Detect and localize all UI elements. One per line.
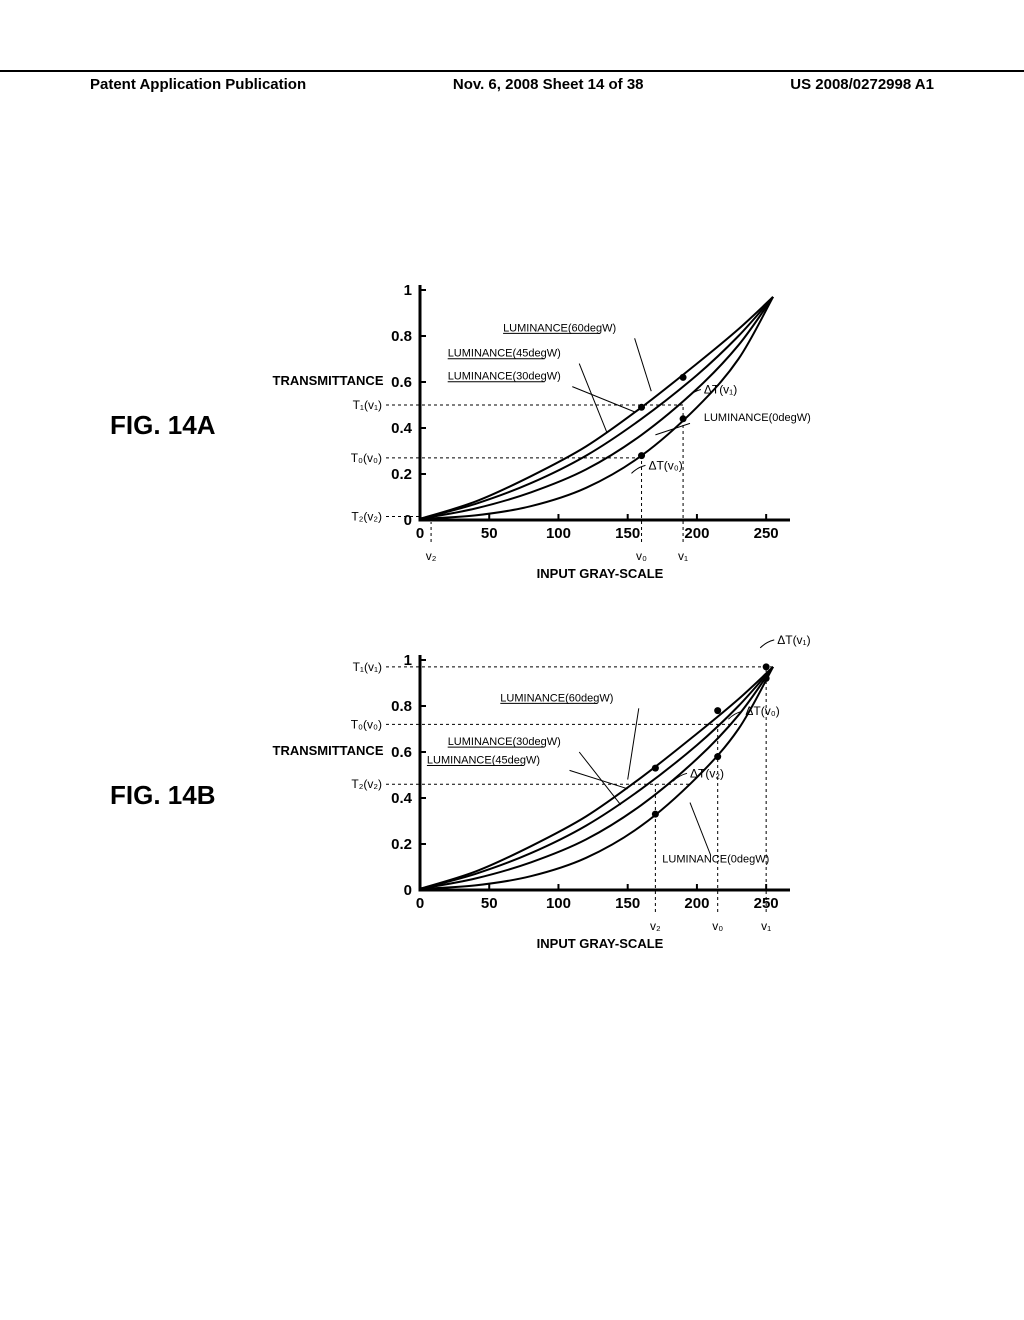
svg-text:0.8: 0.8: [391, 698, 412, 715]
svg-text:v₂: v₂: [650, 919, 661, 933]
svg-text:LUMINANCE(0degW): LUMINANCE(0degW): [704, 412, 811, 424]
svg-text:LUMINANCE(0degW): LUMINANCE(0degW): [662, 853, 769, 865]
svg-text:100: 100: [546, 525, 571, 542]
header-right: US 2008/0272998 A1: [790, 76, 934, 93]
svg-text:ΔT(v₂): ΔT(v₂): [690, 766, 724, 780]
header-left: Patent Application Publication: [90, 76, 306, 93]
svg-text:200: 200: [684, 525, 709, 542]
svg-text:LUMINANCE(60degW): LUMINANCE(60degW): [500, 692, 613, 704]
svg-text:200: 200: [684, 895, 709, 912]
svg-text:T₁(v₁): T₁(v₁): [353, 398, 382, 412]
chart-b: 05010015020025000.20.40.60.81TRANSMITTAN…: [280, 640, 860, 940]
chart-a: 05010015020025000.20.40.60.81TRANSMITTAN…: [280, 270, 860, 570]
svg-text:0.6: 0.6: [391, 374, 412, 391]
svg-text:T₁(v₁): T₁(v₁): [353, 660, 382, 674]
fig-b-label: FIG. 14B: [110, 780, 215, 811]
page-header: Patent Application Publication Nov. 6, 2…: [0, 70, 1024, 93]
svg-text:LUMINANCE(45degW): LUMINANCE(45degW): [427, 755, 540, 767]
svg-text:100: 100: [546, 895, 571, 912]
svg-text:0.4: 0.4: [391, 790, 413, 807]
svg-text:T₀(v₀): T₀(v₀): [351, 451, 382, 465]
svg-text:0: 0: [416, 525, 424, 542]
svg-text:ΔT(v₁): ΔT(v₁): [704, 383, 737, 397]
svg-text:TRANSMITTANCE: TRANSMITTANCE: [273, 373, 384, 388]
svg-text:v₁: v₁: [678, 549, 688, 563]
svg-text:v₁: v₁: [761, 919, 771, 933]
fig-a-label: FIG. 14A: [110, 410, 215, 441]
svg-text:50: 50: [481, 525, 498, 542]
chart-a-svg: 05010015020025000.20.40.60.81TRANSMITTAN…: [280, 270, 860, 600]
svg-text:0.8: 0.8: [391, 328, 412, 345]
svg-text:0.2: 0.2: [391, 836, 412, 853]
svg-text:ΔT(v₀): ΔT(v₀): [745, 704, 779, 718]
svg-text:0.2: 0.2: [391, 466, 412, 483]
svg-text:LUMINANCE(30degW): LUMINANCE(30degW): [448, 371, 561, 383]
svg-text:LUMINANCE(60degW): LUMINANCE(60degW): [503, 322, 616, 334]
svg-text:0.4: 0.4: [391, 420, 413, 437]
svg-text:T₂(v₂): T₂(v₂): [351, 510, 382, 524]
svg-text:LUMINANCE(45degW): LUMINANCE(45degW): [448, 348, 561, 360]
svg-text:T₀(v₀): T₀(v₀): [351, 717, 382, 731]
svg-text:TRANSMITTANCE: TRANSMITTANCE: [273, 743, 384, 758]
svg-text:50: 50: [481, 895, 498, 912]
svg-text:T₂(v₂): T₂(v₂): [351, 777, 382, 791]
svg-text:0: 0: [404, 512, 412, 529]
svg-text:0: 0: [404, 882, 412, 899]
svg-text:0: 0: [416, 895, 424, 912]
chart-b-svg: 05010015020025000.20.40.60.81TRANSMITTAN…: [280, 640, 860, 970]
svg-text:v₀: v₀: [712, 919, 723, 933]
header-center: Nov. 6, 2008 Sheet 14 of 38: [453, 76, 644, 93]
svg-text:0.6: 0.6: [391, 744, 412, 761]
svg-text:ΔT(v₀): ΔT(v₀): [648, 458, 682, 472]
svg-text:150: 150: [615, 895, 640, 912]
svg-text:v₀: v₀: [636, 549, 647, 563]
svg-text:v₂: v₂: [426, 549, 437, 563]
svg-text:INPUT GRAY-SCALE: INPUT GRAY-SCALE: [537, 566, 664, 581]
svg-text:INPUT GRAY-SCALE: INPUT GRAY-SCALE: [537, 936, 664, 951]
svg-text:1: 1: [404, 282, 412, 299]
svg-text:250: 250: [754, 525, 779, 542]
svg-text:150: 150: [615, 525, 640, 542]
svg-text:ΔT(v₁): ΔT(v₁): [777, 633, 810, 647]
svg-text:LUMINANCE(30degW): LUMINANCE(30degW): [448, 736, 561, 748]
